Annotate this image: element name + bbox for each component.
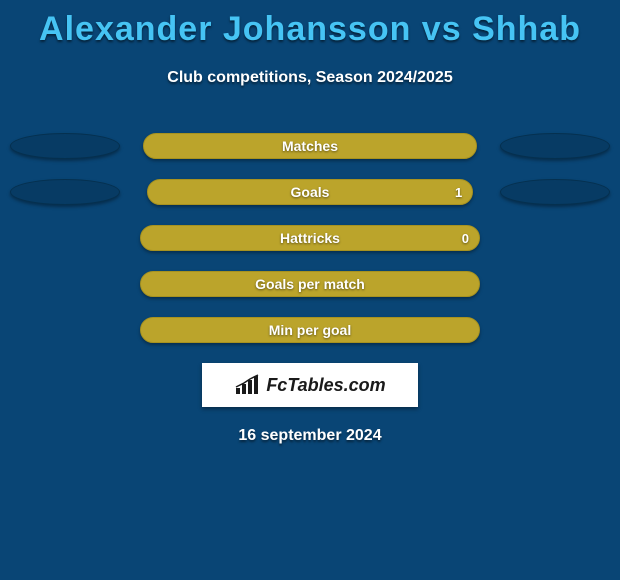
stat-bar: Goals per match [140,271,480,297]
comparison-title: Alexander Johansson vs Shhab [0,0,620,49]
stat-label: Hattricks [280,230,340,246]
stat-bar: Min per goal [140,317,480,343]
bar-chart-icon [234,374,262,396]
stat-label: Goals per match [255,276,365,292]
stat-bar: Goals 1 [147,179,473,205]
branding-box: FcTables.com [202,363,418,407]
bar-track: Min per goal [140,317,480,343]
stat-label: Matches [282,138,338,154]
bar-track: Hattricks 0 [140,225,480,251]
comparison-subtitle: Club competitions, Season 2024/2025 [0,69,620,87]
stat-bar: Hattricks 0 [140,225,480,251]
bar-track: Goals per match [140,271,480,297]
stat-row: Goals per match [0,271,620,297]
stat-label: Min per goal [269,322,351,338]
bar-track: Matches [140,133,480,159]
right-value-bubble [500,179,610,205]
stat-row: Min per goal [0,317,620,343]
left-value-bubble [10,179,120,205]
stat-bar: Matches [143,133,476,159]
stat-row: Hattricks 0 [0,225,620,251]
stat-row: Matches [0,133,620,159]
stat-label: Goals [291,184,330,200]
bar-track: Goals 1 [140,179,480,205]
date-text: 16 september 2024 [0,427,620,445]
stats-container: Matches Goals 1 Hattricks 0 [0,133,620,343]
right-value-bubble [500,133,610,159]
left-value-bubble [10,133,120,159]
branding-text: FcTables.com [266,375,385,396]
stat-value-right: 1 [455,185,462,200]
stat-row: Goals 1 [0,179,620,205]
stat-value-right: 0 [462,231,469,246]
